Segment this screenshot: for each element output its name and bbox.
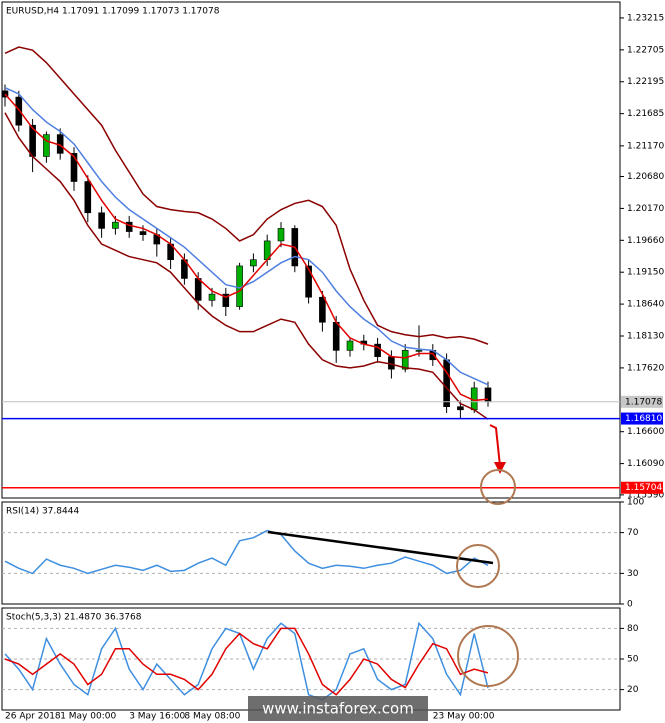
candle-body bbox=[222, 293, 230, 307]
watermark-box bbox=[248, 696, 428, 721]
annotations bbox=[267, 424, 519, 687]
y-tick-label: 20 bbox=[627, 685, 639, 695]
indicator-line bbox=[4, 87, 489, 386]
arrow-head bbox=[494, 462, 506, 474]
y-tick-label: 1.21170 bbox=[627, 141, 664, 151]
x-tick-label: 3 May 16:00 bbox=[129, 712, 185, 722]
candle-body bbox=[346, 340, 354, 351]
highlight-circle bbox=[456, 544, 500, 588]
arrow bbox=[489, 424, 501, 467]
candle-body bbox=[84, 181, 92, 214]
y-tick-label: 80 bbox=[627, 624, 639, 634]
panel-title: RSI(14) 37.8444 bbox=[6, 507, 79, 517]
candle-body bbox=[15, 96, 23, 126]
candle-body bbox=[332, 321, 340, 351]
candle-body bbox=[415, 350, 423, 352]
candle-body bbox=[194, 278, 202, 301]
y-tick-label: 1.16090 bbox=[627, 459, 664, 469]
y-tick-label: 70 bbox=[627, 528, 639, 538]
candle-body bbox=[70, 153, 78, 182]
price-level-box bbox=[621, 481, 663, 494]
x-tick-label: 26 Apr 2018 bbox=[5, 712, 61, 722]
candle-body bbox=[305, 265, 312, 298]
panel-title: Stoch(5,3,3) 21.4870 36.3768 bbox=[6, 613, 142, 623]
y-tick-label: 1.20680 bbox=[627, 172, 664, 182]
watermark: www.instaforex.com bbox=[262, 700, 414, 718]
y-tick-label: 1.19150 bbox=[627, 268, 664, 278]
y-tick-label: 100 bbox=[627, 498, 644, 508]
candle-body bbox=[374, 343, 381, 357]
y-tick-label: 1.18640 bbox=[627, 300, 664, 310]
indicator-line bbox=[4, 46, 489, 345]
panel bbox=[1, 1, 621, 499]
indicator-line bbox=[4, 93, 489, 402]
candle-body bbox=[457, 406, 464, 411]
y-tick-label: 1.22705 bbox=[627, 45, 664, 55]
candle-body bbox=[250, 259, 257, 267]
indicator-line bbox=[4, 621, 489, 701]
indicator-line bbox=[4, 529, 489, 575]
trend-line bbox=[267, 530, 494, 565]
candle-body bbox=[112, 221, 119, 229]
highlight-circle bbox=[480, 469, 516, 505]
highlight-circle bbox=[457, 625, 519, 687]
y-tick-label: 1.23215 bbox=[627, 13, 664, 23]
candle-body bbox=[388, 356, 395, 370]
y-tick-label: 1.16600 bbox=[627, 427, 664, 437]
y-tick-label: 1.21685 bbox=[627, 109, 664, 119]
price-level-box bbox=[621, 412, 663, 425]
candle-body bbox=[443, 359, 450, 407]
y-tick-label: 1.20170 bbox=[627, 204, 664, 214]
price-level-label: 1.16810 bbox=[625, 414, 662, 424]
y-tick-label: 1.19660 bbox=[627, 236, 664, 246]
candle-body bbox=[401, 350, 409, 370]
last-price-label: 1.17078 bbox=[625, 397, 662, 407]
last-price-box bbox=[621, 395, 663, 408]
y-tick-label: 50 bbox=[627, 655, 639, 665]
candle-body bbox=[277, 228, 285, 242]
candle-body bbox=[98, 212, 105, 229]
x-tick-label: 1 May 00:00 bbox=[60, 712, 116, 722]
indicator-line bbox=[4, 112, 489, 420]
candle-body bbox=[125, 221, 133, 232]
candle-body bbox=[208, 293, 216, 301]
x-tick-label: 8 May 08:00 bbox=[184, 712, 240, 722]
y-tick-label: 1.22195 bbox=[627, 77, 664, 87]
panel bbox=[1, 501, 621, 605]
candle-body bbox=[139, 231, 147, 235]
candle-body bbox=[43, 134, 50, 157]
y-tick-label: 1.15590 bbox=[627, 490, 664, 500]
panel-title: EURUSD,H4 1.17091 1.17099 1.17073 1.1707… bbox=[6, 7, 220, 17]
x-tick-label: 23 May 00:00 bbox=[433, 712, 495, 722]
candle-body bbox=[319, 296, 326, 323]
y-tick-label: 1.17620 bbox=[627, 363, 664, 373]
y-tick-label: 30 bbox=[627, 569, 639, 579]
indicator-line bbox=[4, 627, 489, 696]
price-level-label: 1.15704 bbox=[625, 483, 662, 493]
y-tick-label: 0 bbox=[627, 600, 633, 610]
y-tick-label: 1.18130 bbox=[627, 332, 664, 342]
